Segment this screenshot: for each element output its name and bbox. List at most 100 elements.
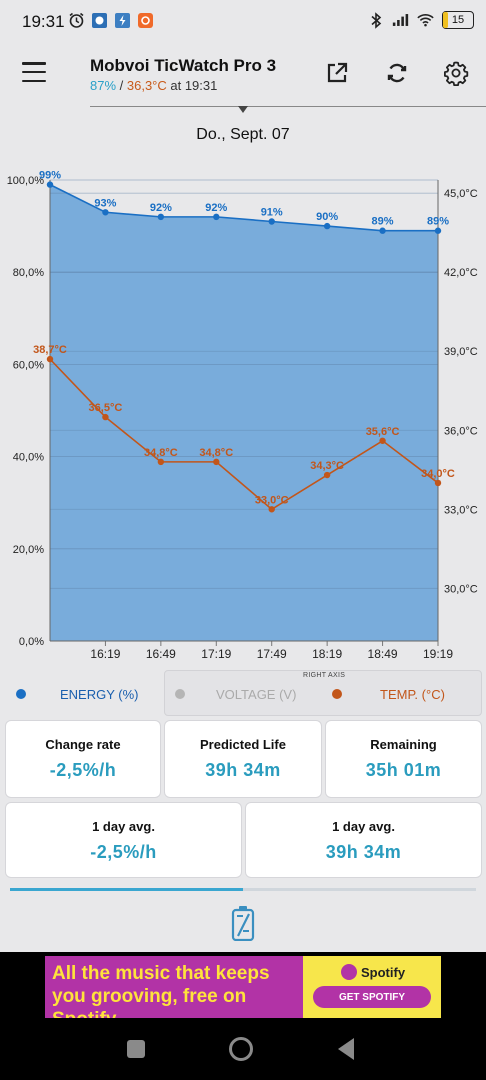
menu-button[interactable]: [22, 62, 46, 82]
temp-data-label: 35,6°C: [366, 426, 400, 438]
temp-point: [379, 437, 386, 444]
battery-app-icon: [114, 12, 131, 29]
date-label[interactable]: Do., Sept. 07: [196, 126, 290, 143]
legend-temp-label: TEMP. (°C): [380, 686, 445, 702]
ad-brand-name: Spotify: [361, 964, 406, 980]
temp-data-label: 34,0°C: [421, 468, 455, 480]
energy-data-label: 89%: [427, 216, 449, 228]
energy-data-label: 92%: [150, 202, 172, 214]
gear-icon: [444, 61, 469, 86]
temp-point: [268, 506, 275, 513]
open-external-button[interactable]: [322, 58, 352, 88]
temp-data-label: 34,8°C: [144, 447, 178, 459]
x-axis-tick-label: 18:19: [312, 647, 342, 661]
status-bar: 19:31 15: [0, 0, 486, 44]
day-avg-rate-value: -2,5%/h: [90, 842, 157, 862]
left-axis-tick-label: 20,0%: [13, 544, 44, 556]
left-axis-tick-label: 0,0%: [19, 636, 44, 648]
remaining-label: Remaining: [370, 737, 437, 752]
tab-indicator-active[interactable]: [10, 888, 243, 891]
hamburger-icon-line: [22, 62, 46, 65]
left-axis-tick-label: 80,0%: [13, 267, 44, 279]
energy-data-label: 91%: [261, 206, 283, 218]
temp-point: [213, 458, 220, 466]
current-energy: 87%: [90, 78, 117, 93]
date-caret-icon[interactable]: [238, 106, 248, 113]
temp-data-label: 34,3°C: [310, 460, 344, 472]
energy-point: [213, 213, 220, 221]
open-external-icon: [327, 62, 348, 83]
temp-point: [434, 479, 442, 487]
change-rate-value: -2,5%/h: [49, 760, 117, 780]
energy-data-label: 99%: [39, 170, 61, 182]
home-button[interactable]: [229, 1037, 253, 1061]
battery-level: 15: [451, 14, 465, 26]
temp-point: [102, 413, 109, 421]
energy-point: [102, 209, 109, 216]
legend-energy-label: ENERGY (%): [60, 686, 139, 702]
energy-point: [268, 218, 275, 225]
chart-legend: ENERGY (%): [0, 670, 486, 714]
sync-icon: [387, 63, 407, 83]
right-axis-tick-label: 42,0°C: [444, 267, 478, 279]
status-time-suffix: at 19:31: [166, 78, 218, 93]
day-avg-life-value: 39h 34m: [325, 842, 402, 862]
battery-saver-icon[interactable]: [229, 905, 257, 942]
energy-point: [323, 222, 331, 230]
x-axis-tick-label: 16:19: [90, 647, 120, 661]
alarm-icon: [68, 12, 85, 29]
battery-history-chart: 0,0% 20,0% 40,0% 60,0% 80,0% 100,0% 30,0°C 33,0…: [7, 170, 478, 661]
temp-data-label: 38,7°C: [33, 344, 67, 356]
energy-dot-icon: [16, 689, 26, 699]
spotify-ad-banner[interactable]: All the music that keeps you grooving, f…: [45, 956, 441, 1018]
x-axis-tick-label: 19:19: [423, 647, 453, 661]
temp-line: [49, 358, 439, 511]
back-button[interactable]: [338, 1038, 354, 1060]
bluetooth-icon: [367, 11, 384, 29]
hamburger-icon-line: [22, 79, 46, 82]
battery-icon: 15: [442, 11, 474, 29]
change-rate-label: Change rate: [45, 737, 121, 752]
day-avg-rate-card: 1 day avg. -2,5%/h: [5, 802, 242, 878]
current-temperature: 36,3°C: [126, 78, 167, 93]
temp-dot-icon: [332, 689, 342, 699]
right-axis-tick-label: 45,0°C: [444, 188, 478, 200]
device-title: Mobvoi TicWatch Pro 3: [90, 56, 277, 75]
temp-data-label: 36,5°C: [89, 402, 123, 414]
temp-data-label: 33,0°C: [255, 494, 289, 506]
predicted-life-value: 39h 34m: [205, 760, 281, 780]
left-axis-tick-label: 100,0%: [7, 175, 45, 187]
status-separator: /: [116, 78, 127, 93]
energy-data-label: 92%: [205, 202, 227, 214]
x-axis-tick-label: 16:49: [146, 647, 176, 661]
energy-point: [379, 227, 386, 234]
tab-indicator-track: [10, 888, 476, 891]
energy-point: [46, 181, 54, 188]
right-axis-tick-label: 30,0°C: [444, 583, 478, 595]
ad-text: All the music that keeps you grooving, f…: [52, 963, 270, 1018]
ad-cta-button[interactable]: GET SPOTIFY: [313, 986, 431, 1008]
day-avg-life-card: 1 day avg. 39h 34m: [245, 802, 482, 878]
legend-energy-toggle[interactable]: ENERGY (%): [16, 682, 139, 706]
sync-button[interactable]: [382, 58, 412, 88]
temp-point: [323, 471, 331, 479]
legend-temp-toggle[interactable]: TEMP. (°C): [332, 682, 445, 706]
remaining-card: Remaining 35h 01m: [325, 720, 482, 798]
system-nav-bar: [0, 1018, 486, 1080]
left-axis-tick-label: 60,0%: [13, 359, 44, 371]
temp-point: [46, 355, 54, 363]
right-axis-tick-label: 39,0°C: [444, 346, 478, 358]
energy-data-label: 90%: [316, 211, 338, 223]
spotify-logo-icon: [341, 964, 357, 980]
record-icon: [137, 12, 154, 29]
app-notification-icon: [91, 12, 108, 29]
x-axis-tick-label: 17:19: [201, 647, 231, 661]
legend-voltage-toggle[interactable]: VOLTAGE (V): [175, 682, 296, 706]
signal-icon: [392, 12, 409, 29]
day-avg-life-label: 1 day avg.: [332, 819, 395, 834]
recents-button[interactable]: [127, 1040, 145, 1058]
settings-button[interactable]: [441, 58, 471, 88]
energy-point: [157, 213, 165, 221]
left-axis-tick-label: 40,0%: [13, 452, 44, 464]
voltage-dot-icon: [175, 689, 185, 699]
